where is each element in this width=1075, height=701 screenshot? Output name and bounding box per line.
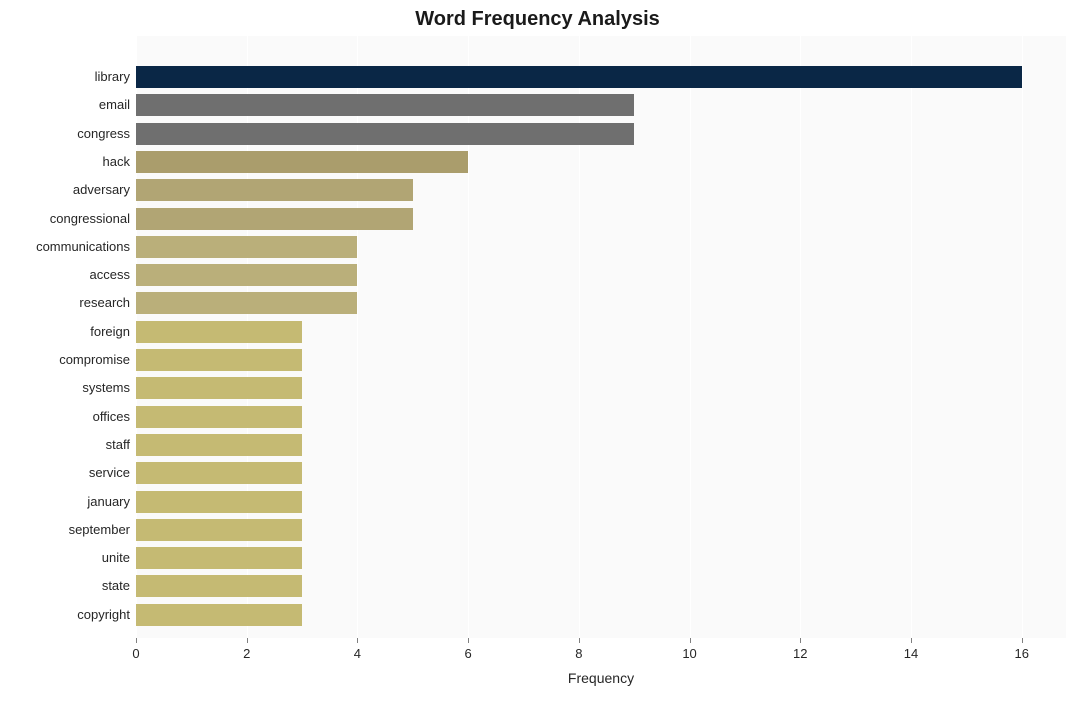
gridline [800, 36, 801, 638]
x-tick [911, 638, 912, 643]
y-label: january [87, 491, 130, 513]
y-label: compromise [59, 349, 130, 371]
gridline [911, 36, 912, 638]
x-tick [136, 638, 137, 643]
y-label: offices [93, 406, 130, 428]
x-tick-label: 10 [682, 646, 696, 661]
x-tick-label: 16 [1014, 646, 1028, 661]
x-tick [468, 638, 469, 643]
bar [136, 321, 302, 343]
bar [136, 179, 413, 201]
bar [136, 434, 302, 456]
y-label: staff [106, 434, 130, 456]
bar [136, 151, 468, 173]
bar [136, 491, 302, 513]
y-label: systems [82, 377, 130, 399]
x-tick-label: 12 [793, 646, 807, 661]
y-label: email [99, 94, 130, 116]
bar [136, 292, 357, 314]
x-tick-label: 2 [243, 646, 250, 661]
y-label: copyright [77, 604, 130, 626]
x-tick [247, 638, 248, 643]
bar [136, 406, 302, 428]
bar [136, 547, 302, 569]
y-label: service [89, 462, 130, 484]
bar [136, 208, 413, 230]
bar [136, 462, 302, 484]
chart-container: Word Frequency Analysis 0246810121416lib… [0, 0, 1075, 701]
y-label: foreign [90, 321, 130, 343]
y-label: state [102, 575, 130, 597]
y-label: congress [77, 123, 130, 145]
x-tick-label: 6 [465, 646, 472, 661]
y-label: september [69, 519, 130, 541]
bar [136, 236, 357, 258]
x-tick [690, 638, 691, 643]
y-label: hack [103, 151, 130, 173]
x-tick [800, 638, 801, 643]
y-label: communications [36, 236, 130, 258]
y-label: research [79, 292, 130, 314]
bar [136, 264, 357, 286]
plot-area: 0246810121416libraryemailcongresshackadv… [136, 36, 1066, 638]
x-tick-label: 0 [132, 646, 139, 661]
x-tick [357, 638, 358, 643]
chart-title: Word Frequency Analysis [0, 8, 1075, 31]
bar [136, 604, 302, 626]
y-label: unite [102, 547, 130, 569]
bar [136, 519, 302, 541]
bar [136, 575, 302, 597]
y-label: adversary [73, 179, 130, 201]
x-tick-label: 14 [904, 646, 918, 661]
gridline [690, 36, 691, 638]
bar [136, 94, 634, 116]
bar [136, 123, 634, 145]
bar [136, 349, 302, 371]
y-label: library [95, 66, 130, 88]
x-tick [579, 638, 580, 643]
gridline [1022, 36, 1023, 638]
y-label: congressional [50, 208, 130, 230]
x-tick-label: 8 [575, 646, 582, 661]
y-label: access [90, 264, 130, 286]
x-tick [1022, 638, 1023, 643]
x-tick-label: 4 [354, 646, 361, 661]
bar [136, 66, 1022, 88]
x-axis-label: Frequency [568, 670, 634, 686]
bar [136, 377, 302, 399]
